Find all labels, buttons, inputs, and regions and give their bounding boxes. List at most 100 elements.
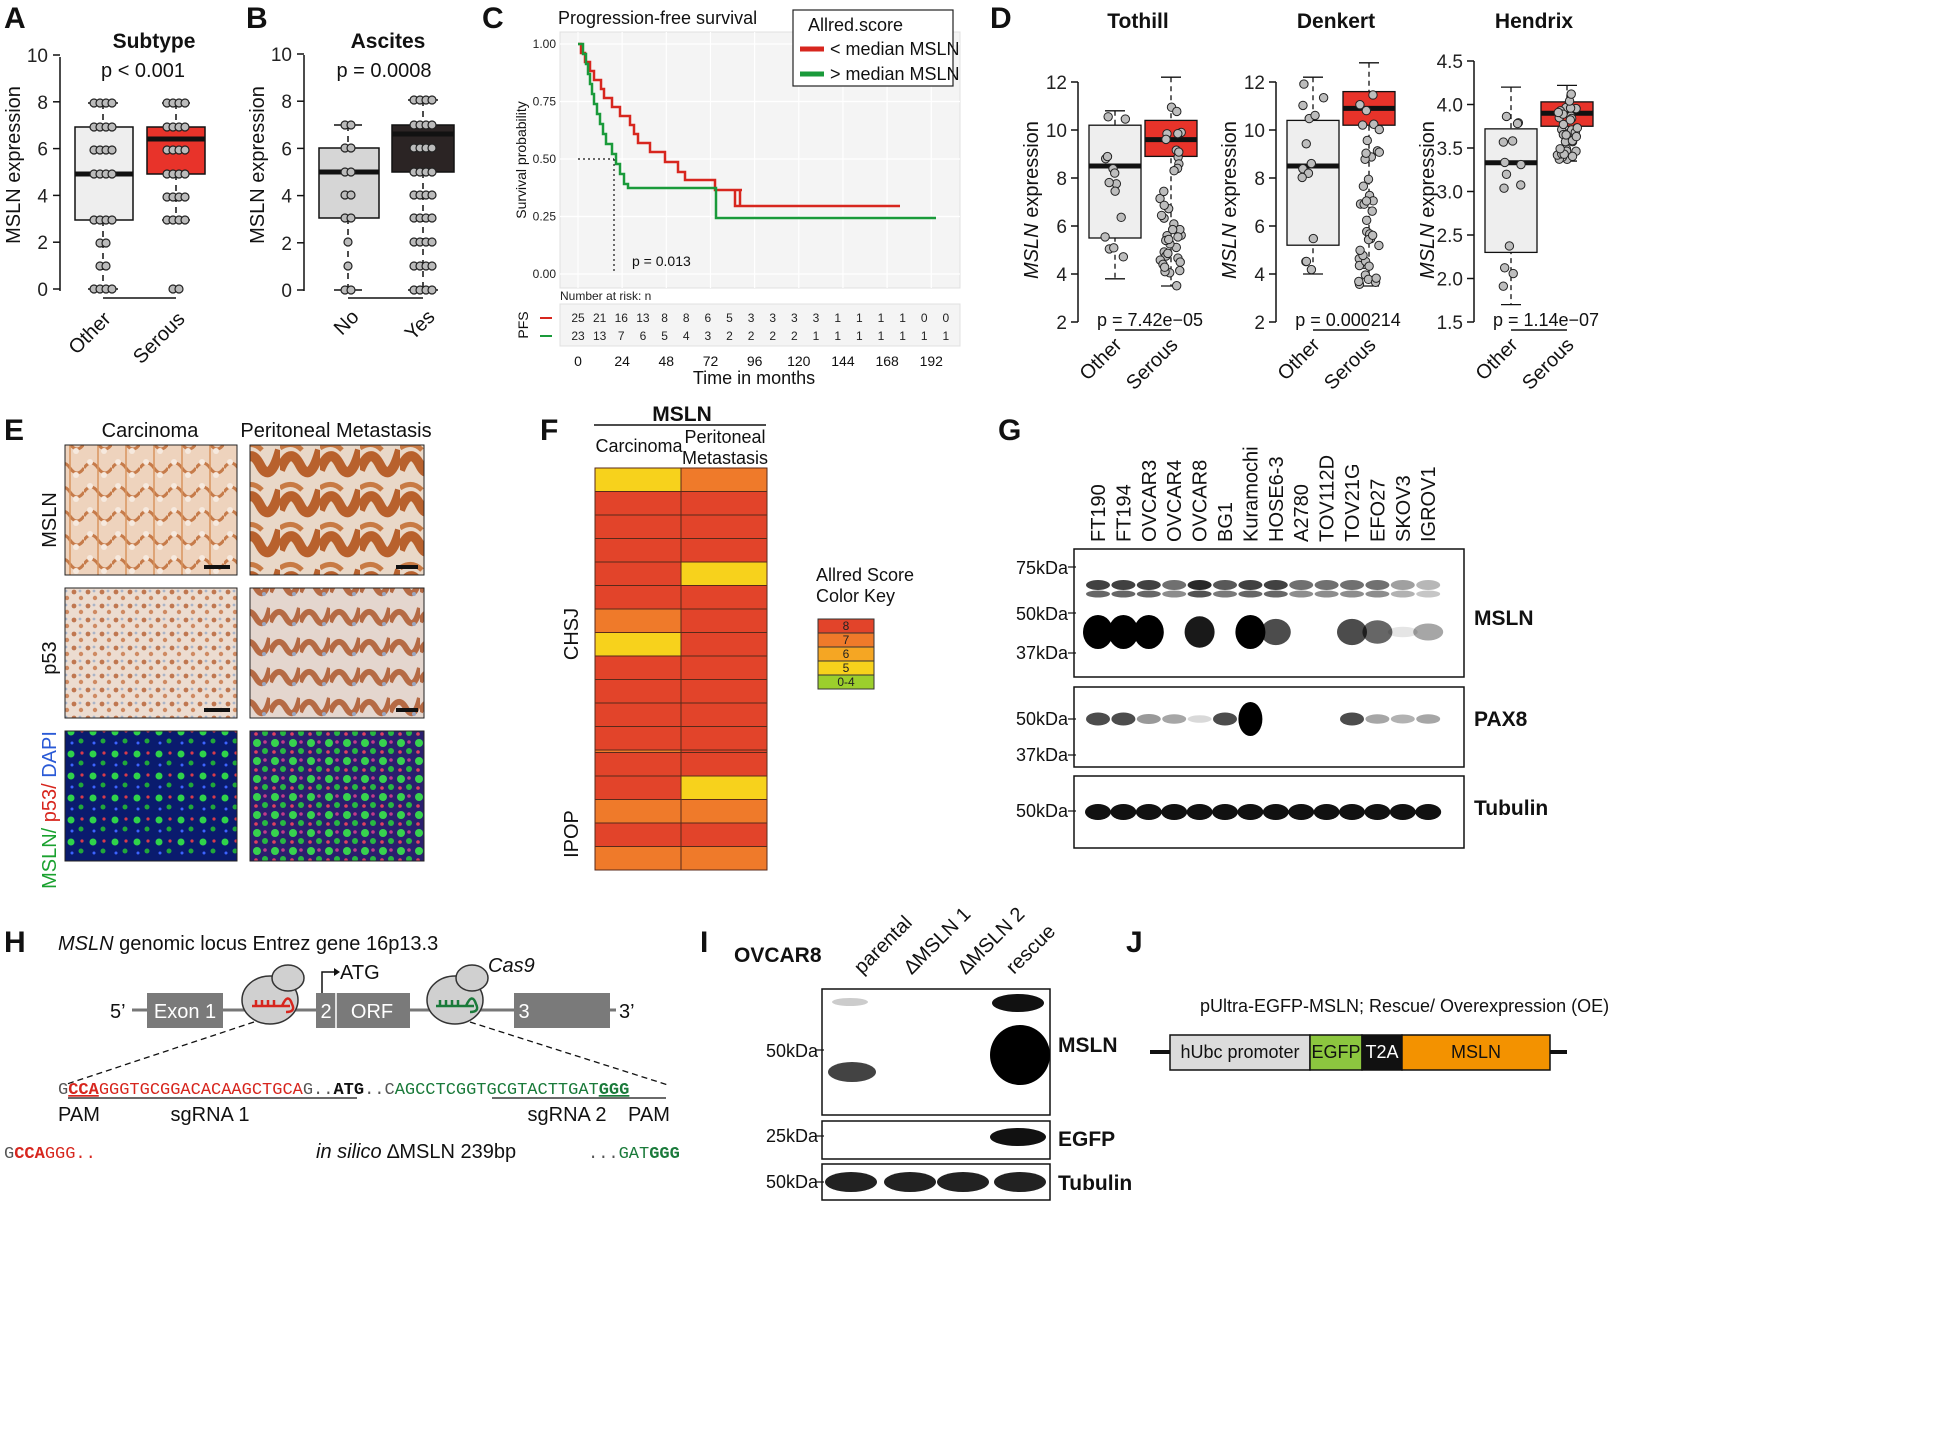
blot-lane-label: FT194 [1113,484,1135,542]
heatmap-cell [680,467,768,492]
marker-50: 50kDa [1016,604,1069,624]
data-point [1318,93,1329,103]
marker-i-50: 50kDa [766,1041,819,1061]
ytick-label: 2.0 [1437,270,1463,291]
band [1313,804,1340,820]
ytick-label: 1.00 [533,37,557,51]
risk-count-high: 6 [640,329,647,343]
risk-count-low: 3 [748,311,755,325]
risk-count-low: 16 [615,311,629,325]
data-point [1499,183,1509,193]
blot-i-label-egfp: EGFP [1058,1128,1115,1151]
heatmap-cell [680,538,768,563]
panel-f-letter: F [540,414,558,447]
risk-count-high: 7 [618,329,625,343]
heatmap-cell [594,799,682,824]
risk-count-high: 13 [593,329,607,343]
risk-count-low: 6 [704,311,711,325]
band [1260,618,1291,646]
band [1340,712,1364,726]
panel-b-group-yes: Yes [401,306,440,345]
data-point [1169,166,1179,176]
marker-i-tub-50: 50kDa [766,1172,819,1192]
data-point [1361,148,1371,158]
band [1289,580,1314,590]
band [1365,714,1390,724]
data-point [1355,100,1365,110]
band [1085,804,1111,820]
if-carcinoma [64,730,238,862]
group-label-serous: Serous [1320,334,1380,394]
band [1187,580,1212,590]
construct-title: pUltra-EGFP-MSLN; Rescue/ Overexpression… [1200,996,1609,1016]
construct-segment [1401,1034,1551,1071]
data-point [1565,115,1576,125]
blot-lane-label: HOSE6-3 [1266,456,1288,542]
data-point [1102,151,1113,162]
if-metastasis [249,730,425,862]
ytick-label: 8 [1254,169,1265,190]
panel-c-xlabel: Time in months [693,368,815,388]
xtick-label: 0 [574,353,582,369]
panel-e-col-metastasis: Peritoneal Metastasis [240,420,431,442]
del-end: GGG [649,1145,680,1164]
ytick-label: 3.0 [1437,183,1463,204]
data-point [1310,110,1320,121]
panel-b-letter: B [246,2,268,35]
data-point [1173,232,1183,242]
band [1263,590,1288,598]
dataset-title: Hendrix [1495,10,1574,33]
risk-count-high: 2 [769,329,776,343]
heatmap-cell [594,561,682,586]
data-point [1498,137,1509,147]
ytick-label: 0.00 [533,267,557,281]
risk-count-low: 25 [571,311,585,325]
heatmap-col-peritoneal: Peritoneal [684,427,765,447]
group-label-serous: Serous [1518,334,1578,394]
panel-i: I OVCAR8 parental ∆MSLN 1 ∆MSLN 2 rescue… [700,903,1132,1201]
risk-count-high: 1 [921,329,928,343]
deletion-line-right: ...GATGGG [588,1145,680,1164]
data-point [180,215,190,225]
data-point [1368,90,1378,100]
exon-orf: ORF [351,1001,393,1023]
band [1416,714,1441,724]
panel-c-title: Progression-free survival [558,8,757,28]
locus-title-rest: genomic locus Entrez gene 16p13.3 [114,933,439,955]
data-point [1561,130,1571,140]
band [1365,590,1390,598]
ihc-msln-metastasis [249,444,425,576]
band [1263,580,1288,590]
band [1110,804,1137,820]
ytick-label: 10 [27,46,48,67]
data-point [346,190,356,200]
if-label-p53: p53/ [39,783,61,828]
data-point [427,213,437,223]
band [1187,715,1212,723]
color-key-swatch [817,674,875,690]
panel-a-letter: A [4,2,26,35]
panel-d: D Tothill MSLN expression 2 4 6 8 10 12 p = 7.42… [990,2,1599,394]
data-point [107,169,117,179]
heatmap-cell [594,752,682,777]
risk-count-low: 0 [921,311,928,325]
panel-c-legend: Allred.score < median MSLN > median MSLN [792,9,960,87]
blot-i-egfp [821,1120,1051,1160]
band [1314,590,1339,598]
data-point [427,167,437,177]
ytick-label: 4.0 [1437,96,1463,117]
heatmap-cell [594,538,682,563]
heatmap-cell [680,561,768,586]
heatmap-cell [594,679,682,704]
risk-count-low: 0 [943,311,950,325]
blot-msln [1073,548,1465,678]
panel-e-row-if: MSLN/ p53/ DAPI [39,731,61,889]
data-point [1109,243,1119,253]
seq-sgrna2: AGCCTCGGTGCGTACTTGAT [395,1081,599,1100]
blot-i-label-msln: MSLN [1058,1034,1118,1057]
band [1238,590,1263,598]
band [1415,804,1442,820]
exon-3: 3 [518,1001,529,1023]
heatmap-cell [680,491,768,516]
